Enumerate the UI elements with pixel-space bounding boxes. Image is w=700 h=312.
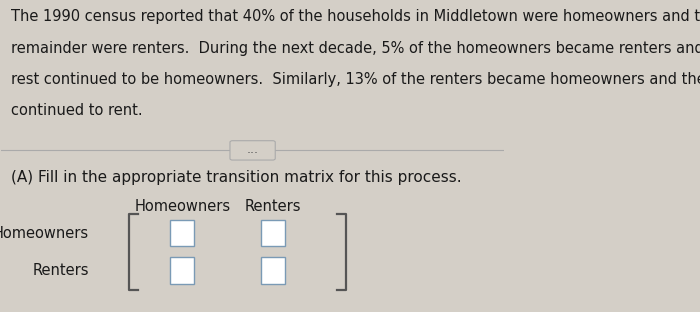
FancyBboxPatch shape <box>260 220 285 246</box>
Text: (A) Fill in the appropriate transition matrix for this process.: (A) Fill in the appropriate transition m… <box>11 170 462 185</box>
Text: Renters: Renters <box>244 199 301 214</box>
Text: Homeowners: Homeowners <box>0 226 89 241</box>
Text: rest continued to be homeowners.  Similarly, 13% of the renters became homeowner: rest continued to be homeowners. Similar… <box>11 72 700 87</box>
FancyBboxPatch shape <box>170 220 195 246</box>
Text: continued to rent.: continued to rent. <box>11 103 143 118</box>
FancyBboxPatch shape <box>170 257 195 284</box>
FancyBboxPatch shape <box>260 257 285 284</box>
Text: ...: ... <box>246 143 258 156</box>
Text: Renters: Renters <box>33 263 89 278</box>
Text: The 1990 census reported that 40% of the households in Middletown were homeowner: The 1990 census reported that 40% of the… <box>11 9 700 24</box>
Text: Homeowners: Homeowners <box>134 199 230 214</box>
FancyBboxPatch shape <box>230 141 275 160</box>
Text: remainder were renters.  During the next decade, 5% of the homeowners became ren: remainder were renters. During the next … <box>11 41 700 56</box>
